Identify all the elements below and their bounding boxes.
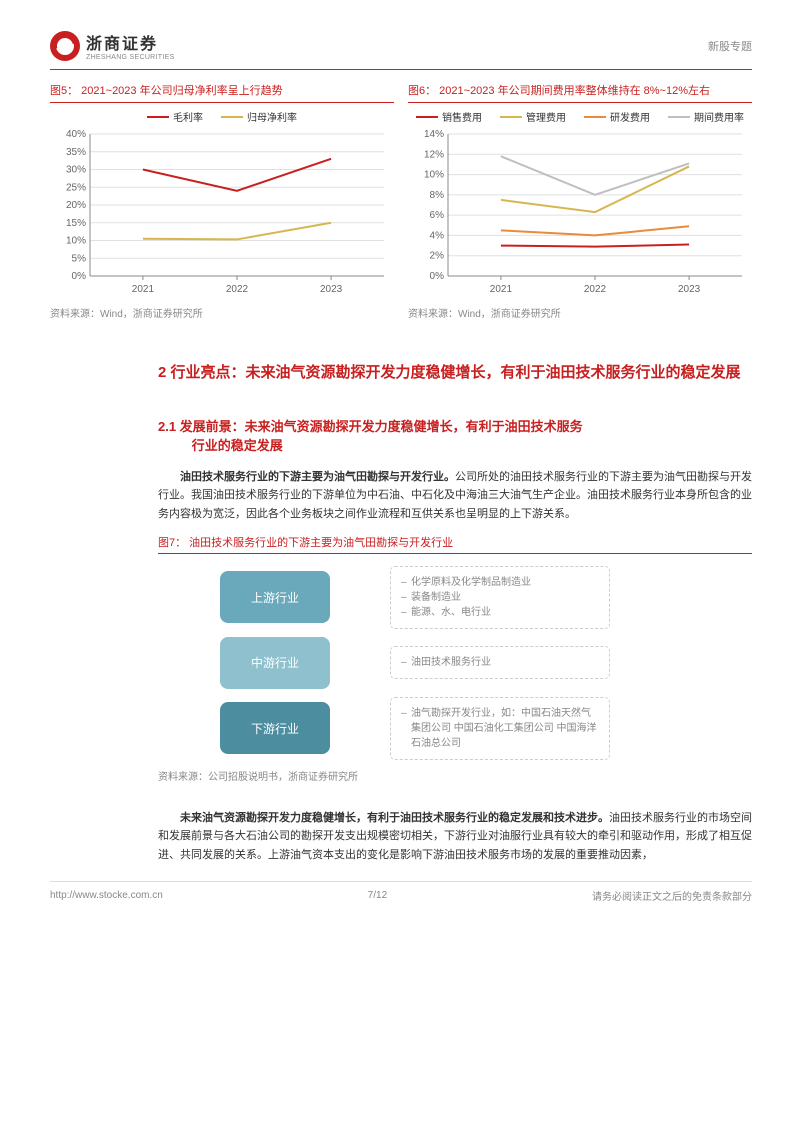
svg-text:10%: 10% [66,236,86,247]
section21-title-l2: 行业的稳定发展 [192,436,752,456]
legend-item: 研发费用 [584,109,650,124]
legend-item: 销售费用 [416,109,482,124]
svg-text:2021: 2021 [132,284,155,295]
legend-item: 归母净利率 [221,109,297,124]
flow-desc: 油气勘探开发行业，如：中国石油天然气集团公司 中国石油化工集团公司 中国海洋石油… [390,697,610,760]
para2: 未来油气资源勘探开发力度稳健增长，有利于油田技术服务行业的稳定发展和技术进步。油… [158,809,752,865]
fig7-source: 资料来源：公司招股说明书，浙商证券研究所 [158,768,752,783]
chart5-title: 图5： 2021~2023 年公司归母净利率呈上行趋势 [50,82,394,103]
logo-company-cn: 浙商证券 [86,30,175,54]
svg-text:40%: 40% [66,129,86,140]
flow-desc: 油田技术服务行业 [390,646,610,679]
footer-disclaimer: 请务必阅读正文之后的免责条款部分 [592,888,752,903]
fig7-flowchart: 上游行业 化学原料及化学制品制造业装备制造业能源、水、电行业中游行业 油田技术服务行… [220,566,752,760]
para2-bold: 未来油气资源勘探开发力度稳健增长，有利于油田技术服务行业的稳定发展和技术进步。 [180,812,609,824]
chart5-legend: 毛利率 归母净利率 [50,109,394,124]
svg-text:14%: 14% [424,129,444,140]
svg-text:0%: 0% [430,271,445,282]
logo-section: 浙商证券 ZHESHANG SECURITIES [50,30,175,61]
header-topic: 新股专题 [708,38,752,54]
svg-text:0%: 0% [72,271,87,282]
legend-item: 管理费用 [500,109,566,124]
logo-company-en: ZHESHANG SECURITIES [86,54,175,61]
section21-para1: 油田技术服务行业的下游主要为油气田勘探与开发行业。公司所处的油田技术服务行业的下… [158,468,752,524]
logo-icon [50,31,80,61]
fig7-title: 图7： 油田技术服务行业的下游主要为油气田勘探与开发行业 [158,534,752,554]
chart5-svg: 0% 5% 10% 15% 20% 25% 30% 35% 40% 2021 2022 2023 [50,128,394,298]
svg-text:12%: 12% [424,149,444,160]
flow-row: 下游行业 油气勘探开发行业，如：中国石油天然气集团公司 中国石油化工集团公司 中国… [220,697,752,760]
svg-text:35%: 35% [66,147,86,158]
svg-text:2023: 2023 [678,284,701,295]
legend-item: 毛利率 [147,109,203,124]
para1-bold: 油田技术服务行业的下游主要为油气田勘探与开发行业。 [180,471,455,483]
svg-text:2022: 2022 [584,284,607,295]
flow-node: 下游行业 [220,702,330,754]
svg-text:2021: 2021 [490,284,513,295]
flow-row: 中游行业 油田技术服务行业 [220,637,752,689]
footer-page: 7/12 [368,890,387,901]
page-header: 浙商证券 ZHESHANG SECURITIES 新股专题 [50,30,752,70]
svg-text:8%: 8% [430,190,445,201]
legend-item: 期间费用率 [668,109,744,124]
flow-node: 上游行业 [220,571,330,623]
svg-text:20%: 20% [66,200,86,211]
section21-title: 2.1 发展前景：未来油气资源勘探开发力度稳健增长，有利于油田技术服务 行业的稳… [158,417,752,456]
section21-title-l1: 2.1 发展前景：未来油气资源勘探开发力度稳健增长，有利于油田技术服务 [158,419,583,434]
svg-text:30%: 30% [66,165,86,176]
svg-text:10%: 10% [424,170,444,181]
chart6-block: 图6： 2021~2023 年公司期间费用率整体维持在 8%~12%左右 销售费… [408,82,752,320]
chart5-block: 图5： 2021~2023 年公司归母净利率呈上行趋势 毛利率 归母净利率 0% 5… [50,82,394,320]
chart6-legend: 销售费用 管理费用 研发费用 期间费用率 [408,109,752,124]
flow-desc: 化学原料及化学制品制造业装备制造业能源、水、电行业 [390,566,610,629]
footer-url: http://www.stocke.com.cn [50,890,163,901]
page-footer: http://www.stocke.com.cn 7/12 请务必阅读正文之后的… [50,881,752,903]
chart6-source: 资料来源：Wind，浙商证券研究所 [408,305,752,320]
svg-text:6%: 6% [430,210,445,221]
svg-text:5%: 5% [72,253,87,264]
svg-text:2%: 2% [430,251,445,262]
svg-text:25%: 25% [66,182,86,193]
flow-node: 中游行业 [220,637,330,689]
chart6-title: 图6： 2021~2023 年公司期间费用率整体维持在 8%~12%左右 [408,82,752,103]
chart5-source: 资料来源：Wind，浙商证券研究所 [50,305,394,320]
svg-text:4%: 4% [430,230,445,241]
flow-row: 上游行业 化学原料及化学制品制造业装备制造业能源、水、电行业 [220,566,752,629]
svg-text:2022: 2022 [226,284,249,295]
svg-text:2023: 2023 [320,284,343,295]
section2-title: 2 行业亮点：未来油气资源勘探开发力度稳健增长，有利于油田技术服务行业的稳定发展 [158,356,752,391]
svg-text:15%: 15% [66,218,86,229]
chart6-svg: 0% 2% 4% 6% 8% 10% 12% 14% 2021 2022 2023 [408,128,752,298]
